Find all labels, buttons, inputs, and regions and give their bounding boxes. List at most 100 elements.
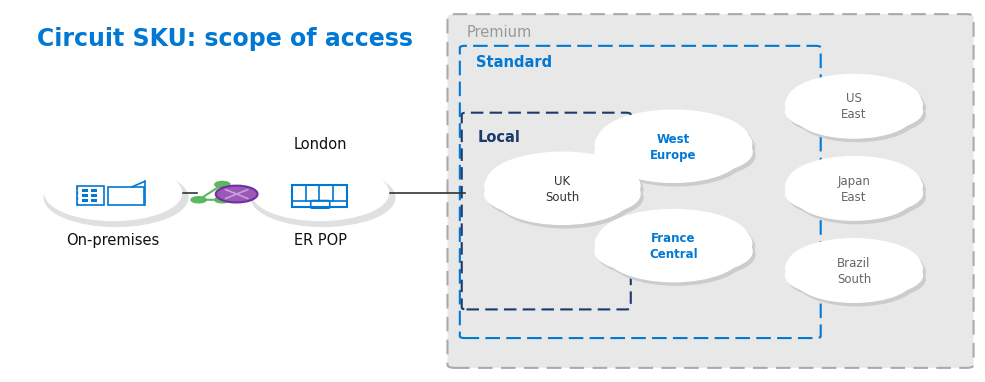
Text: Standard: Standard <box>476 55 553 70</box>
Circle shape <box>834 178 925 215</box>
Circle shape <box>635 123 755 172</box>
Circle shape <box>785 257 877 294</box>
FancyBboxPatch shape <box>460 46 821 338</box>
Circle shape <box>820 168 925 211</box>
Circle shape <box>794 172 914 220</box>
Circle shape <box>794 90 914 138</box>
Circle shape <box>606 128 742 182</box>
Circle shape <box>788 86 893 129</box>
Circle shape <box>609 231 744 285</box>
Circle shape <box>788 251 893 293</box>
Circle shape <box>595 120 715 168</box>
Circle shape <box>487 152 638 213</box>
Circle shape <box>786 165 891 207</box>
Circle shape <box>216 186 257 202</box>
Circle shape <box>44 168 188 227</box>
Circle shape <box>191 197 206 203</box>
Circle shape <box>648 131 753 173</box>
Circle shape <box>785 175 877 212</box>
Text: West
Europe: West Europe <box>650 133 696 162</box>
Circle shape <box>834 96 925 133</box>
FancyBboxPatch shape <box>82 194 88 197</box>
Circle shape <box>251 168 395 227</box>
Circle shape <box>601 213 753 274</box>
Text: US
East: US East <box>841 92 867 121</box>
Circle shape <box>490 155 641 217</box>
Text: ER POP: ER POP <box>294 233 347 248</box>
Circle shape <box>595 230 698 272</box>
Circle shape <box>598 234 701 275</box>
Circle shape <box>632 219 752 267</box>
Circle shape <box>539 176 643 218</box>
Circle shape <box>635 223 755 271</box>
Circle shape <box>790 160 924 214</box>
FancyBboxPatch shape <box>82 189 88 192</box>
Circle shape <box>215 197 230 203</box>
Circle shape <box>831 175 922 212</box>
FancyBboxPatch shape <box>92 199 98 202</box>
Circle shape <box>488 176 591 218</box>
Circle shape <box>494 170 630 224</box>
Circle shape <box>797 94 916 141</box>
Circle shape <box>523 165 643 214</box>
Circle shape <box>831 257 922 294</box>
Circle shape <box>595 131 698 173</box>
Circle shape <box>787 74 921 128</box>
Circle shape <box>497 173 633 228</box>
Circle shape <box>787 157 921 210</box>
Circle shape <box>598 123 718 172</box>
Circle shape <box>252 165 389 220</box>
Circle shape <box>595 219 715 267</box>
Circle shape <box>601 113 753 175</box>
Circle shape <box>817 83 922 125</box>
Circle shape <box>834 261 925 297</box>
Circle shape <box>598 209 750 270</box>
Circle shape <box>485 173 588 215</box>
Circle shape <box>786 247 891 290</box>
Circle shape <box>648 230 753 272</box>
Circle shape <box>488 165 608 214</box>
Circle shape <box>788 261 880 297</box>
FancyBboxPatch shape <box>82 199 88 202</box>
Circle shape <box>820 251 925 293</box>
Circle shape <box>651 134 755 176</box>
Circle shape <box>831 93 922 129</box>
Circle shape <box>786 83 891 125</box>
Text: Brazil
South: Brazil South <box>837 257 871 286</box>
Circle shape <box>817 165 922 207</box>
Circle shape <box>817 247 922 290</box>
FancyBboxPatch shape <box>447 14 973 368</box>
Text: Premium: Premium <box>467 25 532 40</box>
Circle shape <box>820 86 925 129</box>
Circle shape <box>651 234 755 275</box>
Text: Japan
East: Japan East <box>837 175 871 204</box>
Text: Local: Local <box>478 130 521 145</box>
FancyBboxPatch shape <box>92 194 98 197</box>
Circle shape <box>794 254 914 302</box>
Text: On-premises: On-premises <box>67 233 160 248</box>
Circle shape <box>598 110 750 171</box>
FancyBboxPatch shape <box>462 113 630 309</box>
Circle shape <box>790 78 924 131</box>
Circle shape <box>606 227 742 282</box>
Circle shape <box>485 162 605 210</box>
Circle shape <box>609 131 744 186</box>
Circle shape <box>788 96 880 133</box>
Text: London: London <box>294 137 347 152</box>
Circle shape <box>788 178 880 215</box>
Circle shape <box>788 168 893 211</box>
Circle shape <box>215 181 230 188</box>
Circle shape <box>797 258 916 306</box>
Circle shape <box>787 239 921 293</box>
FancyBboxPatch shape <box>92 189 98 192</box>
Text: UK
South: UK South <box>546 175 579 204</box>
Text: Circuit SKU: scope of access: Circuit SKU: scope of access <box>37 27 414 51</box>
Circle shape <box>598 223 718 271</box>
Circle shape <box>537 173 640 215</box>
Circle shape <box>790 242 924 296</box>
Circle shape <box>785 93 877 129</box>
Circle shape <box>520 162 640 210</box>
Circle shape <box>598 134 701 176</box>
Circle shape <box>797 176 916 223</box>
Circle shape <box>45 165 181 220</box>
